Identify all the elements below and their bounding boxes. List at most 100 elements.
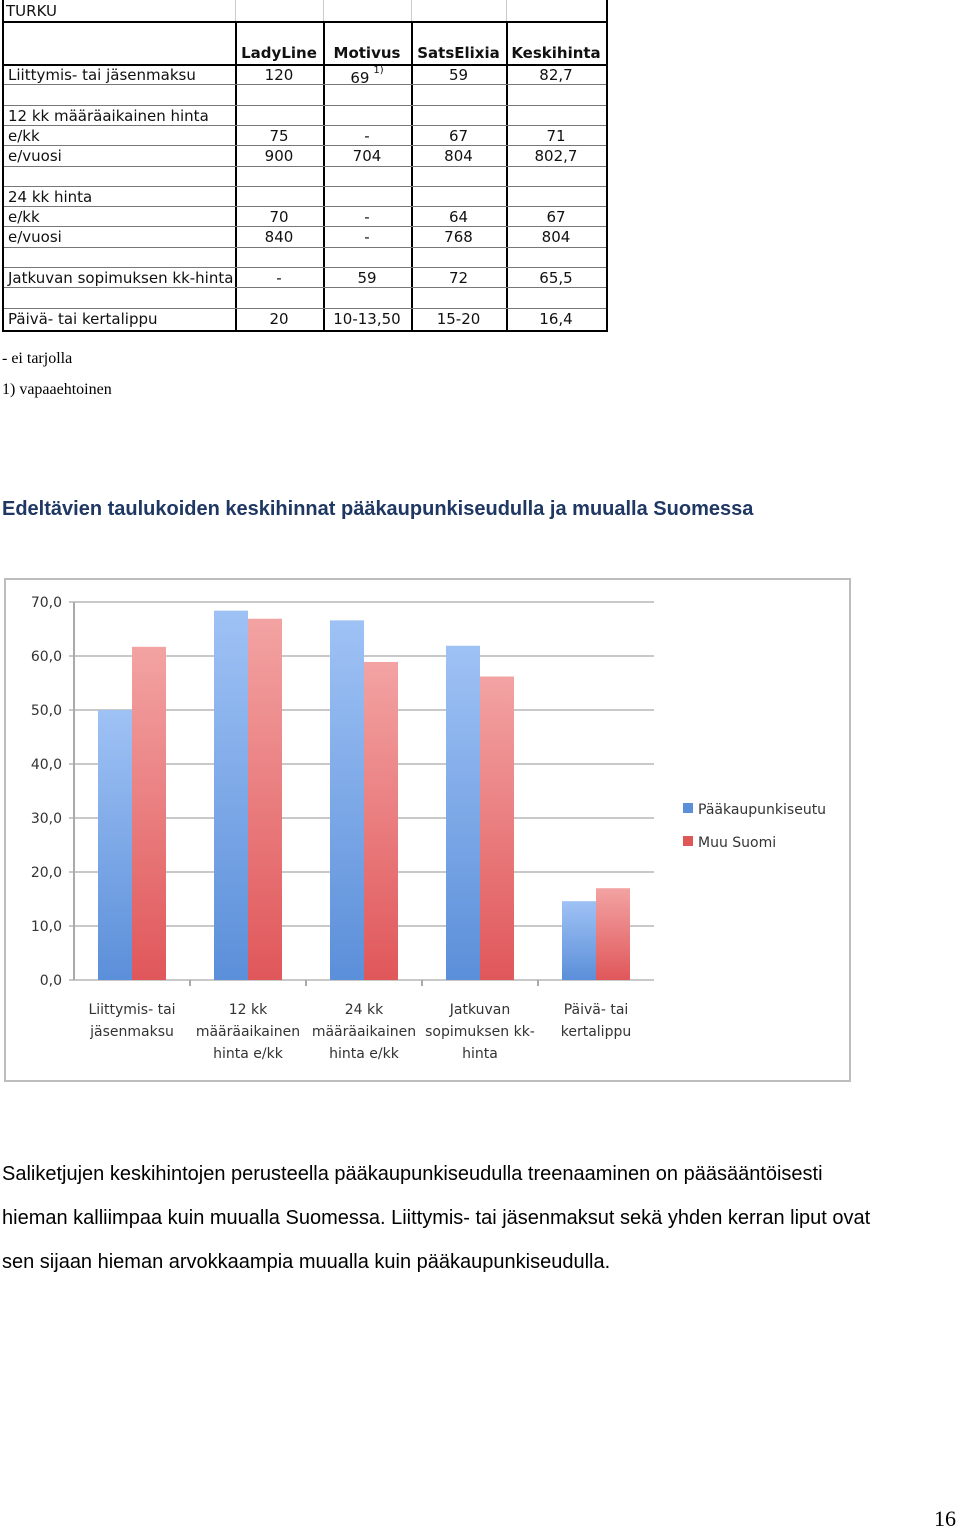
table-cell: 75 [269,126,289,145]
paragraph-line: sen sijaan hieman arvokkaampia muualla k… [2,1251,611,1273]
table-grid-line [4,185,606,187]
table-grid-line [4,287,606,289]
legend-swatch [683,803,693,813]
x-category-label: kertalippu [561,1024,631,1040]
chart-frame: 0,0 10,0 20,0 30,0 40,0 50,0 60,0 70,0 Liittymis… [4,578,851,1082]
footnote-marker: 1) [373,65,384,76]
table-grid-line [4,145,606,147]
table-cell: - [364,228,370,247]
table-cell: 804 [444,147,473,166]
table-grid-line [4,206,606,208]
legend-label: Pääkaupunkiseutu [698,802,826,818]
bar [330,620,364,980]
table-cell: 72 [448,269,469,287]
table-row-label: 24 kk hinta [8,187,93,206]
table-grid-line [4,124,606,126]
bar [364,661,398,980]
table-row-label: e/vuosi [8,147,62,166]
table-cell: 10-13,50 [333,309,401,328]
table-column-header: Keskihinta [511,44,601,62]
table-border [4,21,606,23]
legend-label: Muu Suomi [698,835,776,851]
table-grid-line [235,0,236,21]
table-cell: 67 [546,208,566,227]
table-cell: 15-20 [436,309,481,328]
table-cell: 71 [546,126,566,145]
table-grid-line [411,0,412,21]
bar-chart: 0,0 10,0 20,0 30,0 40,0 50,0 60,0 70,0 Liittymis… [31,595,826,1062]
y-tick-label: 70,0 [31,595,62,611]
table-column-divider [506,21,508,330]
table-cell: 704 [352,147,382,166]
table-cell: 120 [264,66,294,84]
table-cell: 82,7 [539,66,573,84]
table-column-divider [323,21,325,330]
legend-swatch [683,836,693,846]
y-tick-label: 60,0 [31,649,62,665]
table-cell: 64 [448,208,469,227]
bar [132,646,166,980]
table-cell: 20 [269,309,289,328]
x-category-label: määräaikainen [312,1024,416,1040]
table-grid-line [4,84,606,86]
bar [562,901,596,980]
table-cell: 802,7 [534,147,578,166]
table-city-title: TURKU [6,2,57,20]
x-category-label: hinta e/kk [213,1046,284,1062]
table-cell: - [364,208,370,227]
table-column-divider [235,21,237,330]
table-grid-line [4,226,606,228]
price-table: TURKU LadyLine Motivus SatsElixia Keskihint… [2,0,608,332]
bar [248,618,282,980]
bar [446,645,480,980]
table-cell: - [364,126,370,145]
y-tick-label: 0,0 [40,973,62,989]
bar [480,676,514,980]
table-cell: 67 [448,126,469,145]
y-tick-label: 50,0 [31,703,62,719]
x-category-label: Päivä- tai [564,1002,629,1018]
table-column-header: LadyLine [241,44,317,62]
table-column-header: Motivus [333,44,401,62]
table-row-label: Jatkuvan sopimuksen kk-hinta [8,269,234,287]
table-cell: 900 [264,147,294,166]
table-cell: 804 [541,228,571,247]
table-cell: 840 [264,228,294,247]
table-row-label: e/kk [8,208,40,227]
paragraph-line: hieman kalliimpaa kuin muualla Suomessa.… [2,1207,871,1229]
bar [596,888,630,980]
paragraph-line: Saliketjujen keskihintojen perusteella p… [2,1163,823,1185]
table-cell: 59 [448,66,469,84]
table-cell: 65,5 [539,269,573,287]
x-category-label: 24 kk [345,1002,384,1018]
table-cell: 59 [357,269,377,287]
table-row-label: 12 kk määräaikainen hinta [8,106,209,125]
table-cell: 70 [269,208,289,227]
x-category-label: Jatkuvan [449,1002,510,1018]
page-number: 16 [934,1506,956,1531]
table-cell: 69 1) [350,65,384,87]
table-cell: - [276,269,282,287]
table-grid-line [4,307,606,309]
table-grid-line [4,246,606,248]
note-not-offered: - ei tarjolla [2,350,73,367]
table-grid-line [506,0,507,21]
bar [214,610,248,980]
table-cell: 16,4 [539,309,573,328]
y-tick-label: 30,0 [31,811,62,827]
y-tick-label: 20,0 [31,865,62,881]
table-row-label: Liittymis- tai jäsenmaksu [8,66,196,84]
x-category-label: määräaikainen [196,1024,300,1040]
chart-caption: Edeltävien taulukoiden keskihinnat pääka… [2,498,754,520]
table-row-label: e/kk [8,126,40,145]
table-column-header: SatsElixia [417,44,500,62]
table-row-label: Päivä- tai kertalippu [8,309,158,328]
x-category-label: 12 kk [229,1002,268,1018]
bar [98,710,132,980]
y-tick-label: 40,0 [31,757,62,773]
note-optional: 1) vapaaehtoinen [2,381,112,398]
body-paragraph: Saliketjujen keskihintojen perusteella p… [2,1152,958,1284]
table-cell: 768 [444,228,473,247]
table-grid-line [4,104,606,106]
table-row-label: e/vuosi [8,228,62,247]
